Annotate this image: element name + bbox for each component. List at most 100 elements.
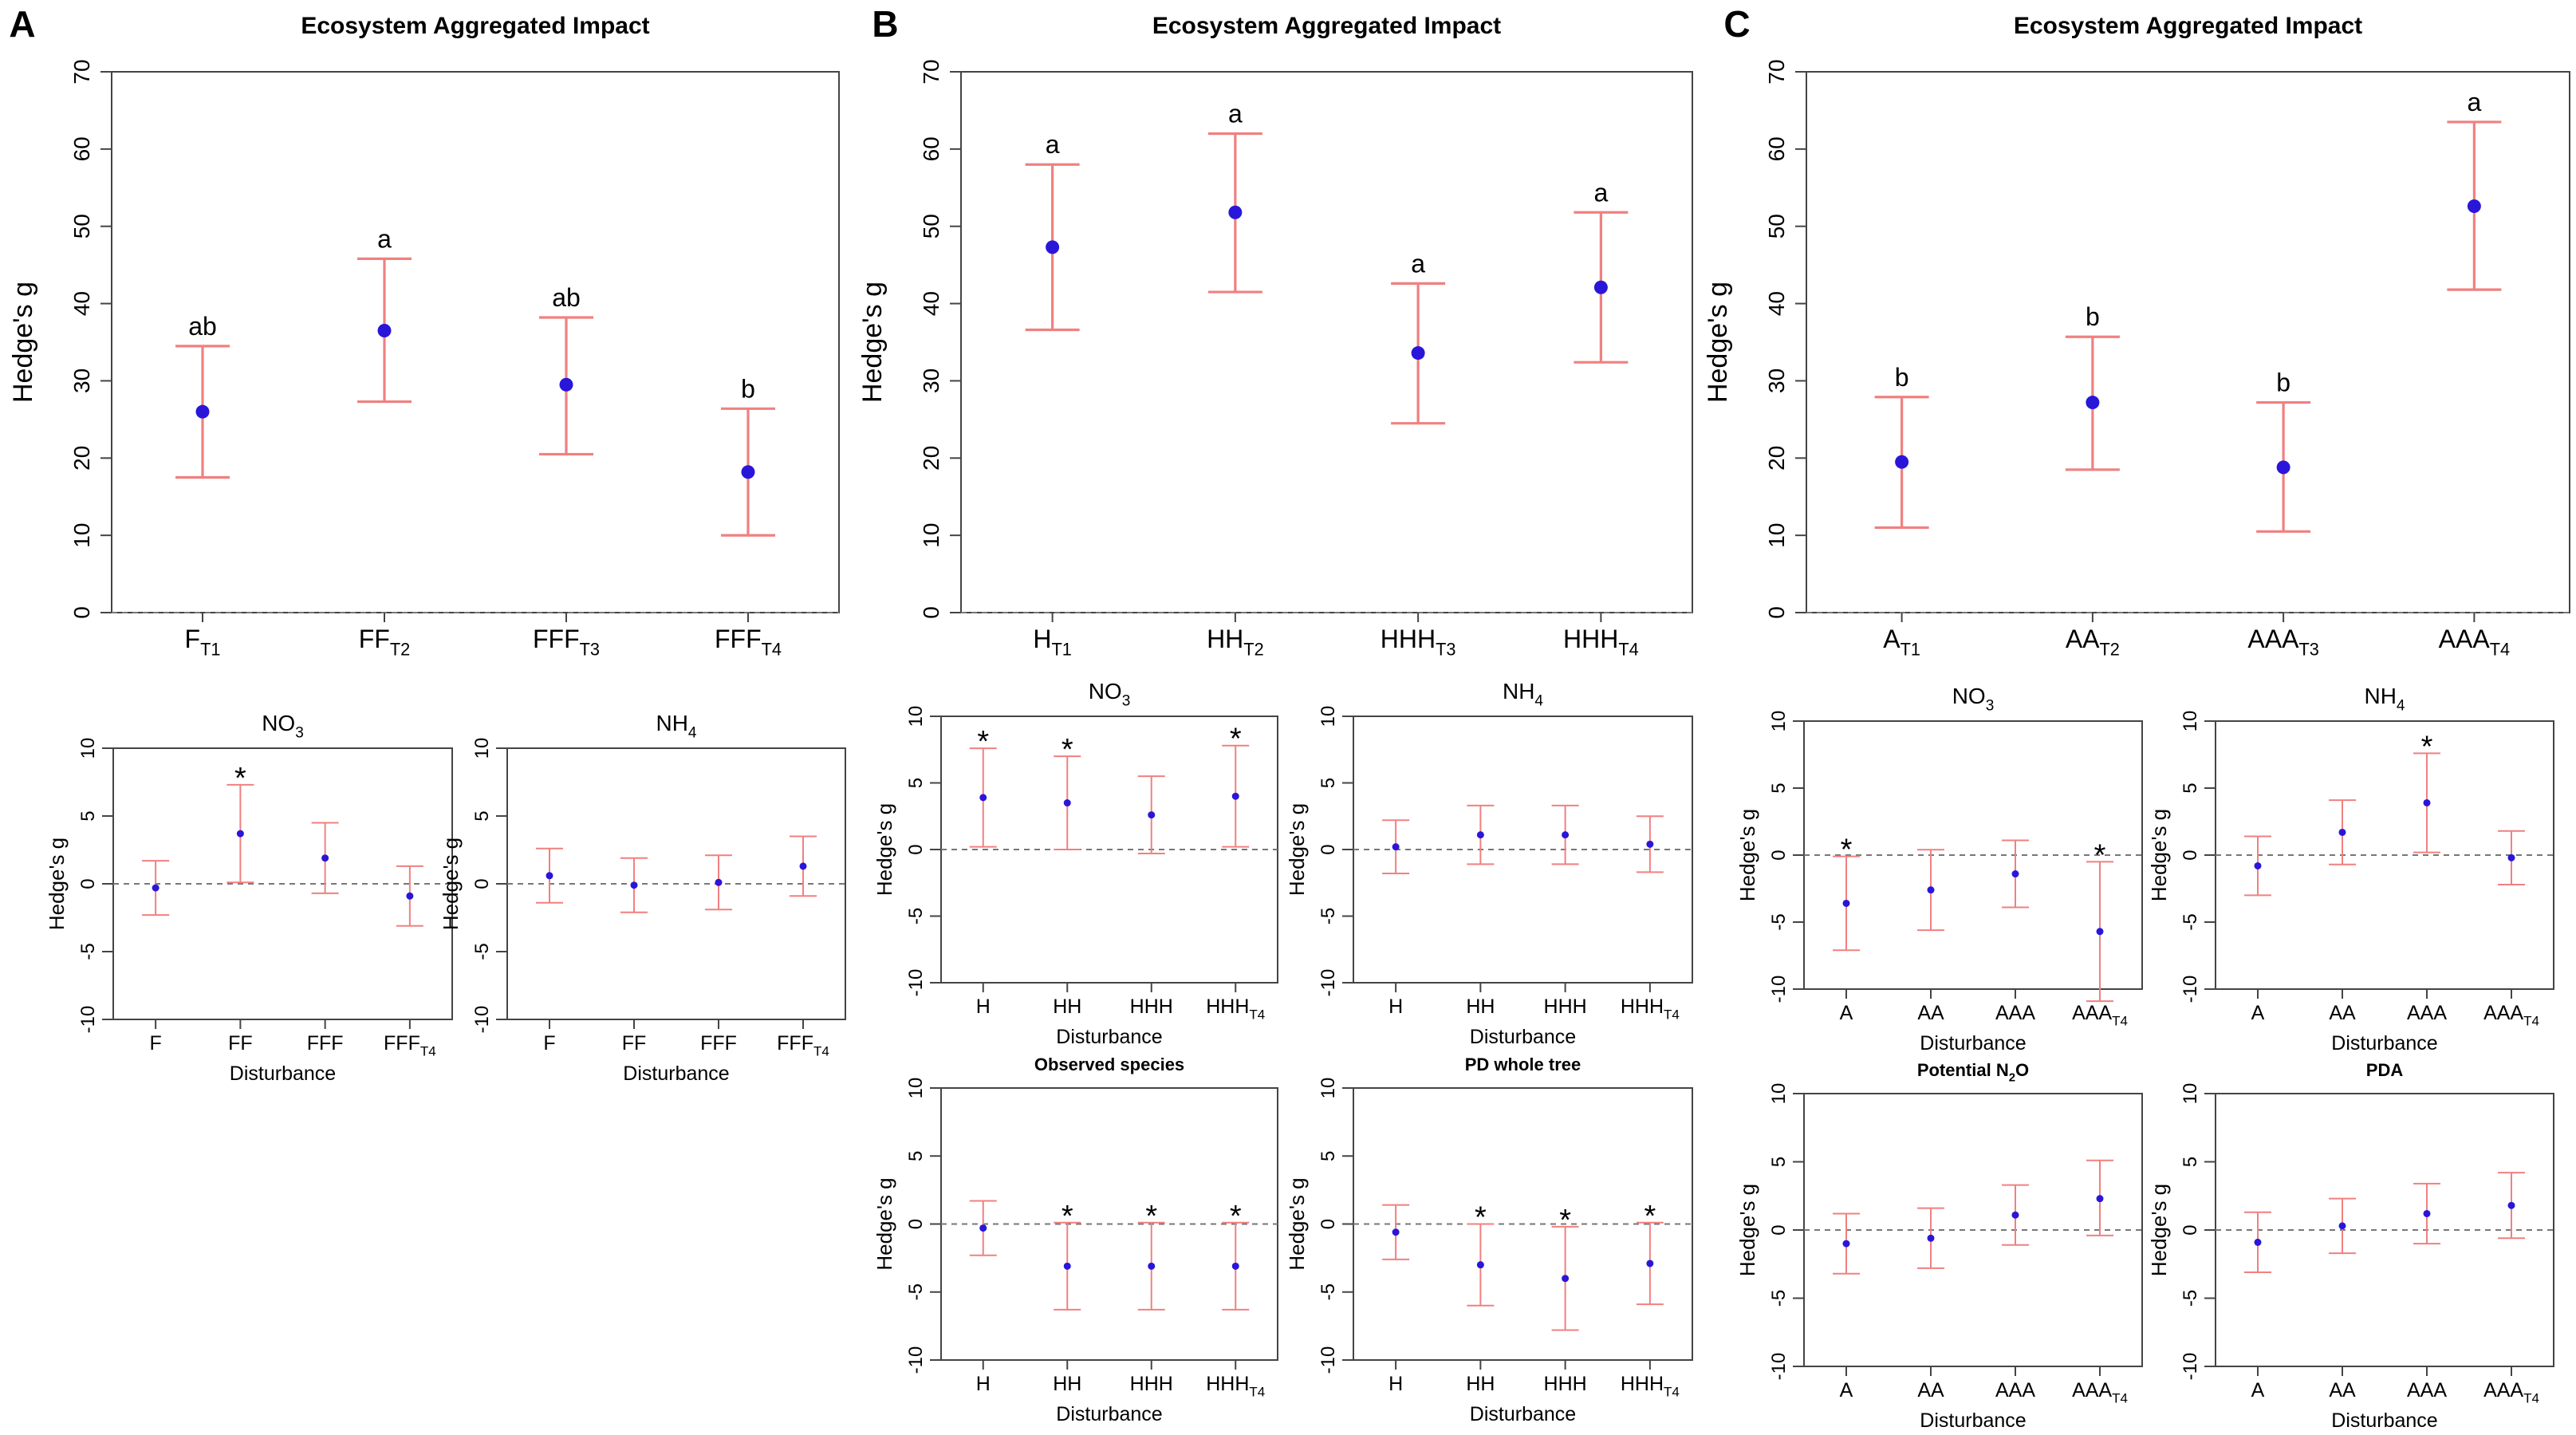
data-point [1842, 1240, 1850, 1248]
y-tick-label: -5 [1318, 1283, 1339, 1300]
data-point [1895, 455, 1909, 469]
x-tick-label-base: AA [1917, 1379, 1944, 1401]
y-tick-label: 0 [1764, 606, 1789, 619]
x-tick-label: A [1840, 1379, 1853, 1401]
data-point [1646, 840, 1654, 848]
x-tick-label: HHHT4 [1621, 1373, 1680, 1400]
y-tick-label: -5 [905, 908, 927, 924]
x-tick-label-base: AA [2329, 1379, 2356, 1401]
y-axis-label: Hedge's g [8, 282, 38, 403]
data-point [1046, 240, 1060, 254]
y-tick-label: 10 [2180, 1083, 2201, 1105]
y-tick-label: -10 [905, 969, 927, 997]
x-tick-label-base: H [1388, 1373, 1403, 1395]
x-tick-label-base: H [1388, 995, 1403, 1018]
x-tick-label-base: FF [622, 1032, 647, 1055]
x-tick-label-subscript: T4 [2112, 1014, 2128, 1029]
x-tick-label-subscript: T1 [1051, 640, 1071, 660]
y-tick-label: 10 [77, 738, 99, 759]
chart-title: Ecosystem Aggregated Impact [301, 13, 649, 39]
panel-letter-a: A [9, 3, 35, 45]
significance-marker: * [234, 762, 246, 795]
x-tick-label: AAT2 [2066, 625, 2120, 660]
y-tick-label: 5 [1318, 778, 1339, 788]
chart-panel-b-2: Ecosystem Aggregated Impact Hedge's g 0 10 2… [857, 13, 1693, 660]
y-tick-label: 10 [1768, 711, 1790, 732]
x-axis-label: Disturbance [230, 1062, 336, 1085]
y-axis-label: Hedge's g [2147, 1184, 2171, 1276]
data-point [559, 377, 573, 392]
y-tick-label: 70 [919, 59, 943, 84]
x-tick-label-subscript: T2 [2100, 640, 2120, 660]
x-tick-label-base: HHH [1381, 625, 1436, 653]
x-tick-label: AT1 [1883, 625, 1920, 660]
x-axis-label: Disturbance [1470, 1403, 1576, 1425]
x-tick-label: H [1388, 1373, 1403, 1395]
x-tick-label: FFF [307, 1032, 344, 1055]
x-tick-label-base: A [1840, 1002, 1853, 1024]
y-tick-label: 5 [905, 778, 927, 788]
y-tick-label: 10 [69, 523, 94, 548]
chart-title-base: NH [1503, 679, 1534, 704]
data-point [2507, 854, 2515, 861]
x-tick-label: HH [1053, 1373, 1081, 1395]
data-point [1927, 886, 1935, 894]
y-tick-label: 0 [1318, 844, 1339, 854]
x-tick-label-subscript: T2 [390, 640, 410, 660]
y-tick-label: -10 [471, 1006, 493, 1034]
y-tick-label: -10 [77, 1006, 99, 1034]
y-tick-label: -10 [1318, 1346, 1339, 1374]
x-tick-label: H [1388, 995, 1403, 1018]
data-point [741, 465, 755, 479]
data-point [2467, 199, 2481, 214]
x-tick-label: FFFT3 [533, 625, 600, 660]
data-point [2507, 1201, 2515, 1209]
x-tick-label-base: AAA [2483, 1379, 2523, 1401]
data-point [1646, 1260, 1654, 1267]
x-tick-label-base: AAA [1995, 1002, 2035, 1024]
x-tick-label: HHHT4 [1206, 995, 1265, 1023]
significance-letter: a [1593, 178, 1608, 207]
plot-frame [960, 71, 1693, 613]
y-tick-label: 10 [1768, 1083, 1790, 1105]
x-tick-label-subscript: T4 [1249, 1385, 1265, 1400]
x-tick-label-base: A [1883, 625, 1900, 653]
y-axis-label: Hedge's g [1735, 1184, 1759, 1276]
x-tick-label-base: AAA [2247, 625, 2299, 653]
y-tick-label: 50 [919, 214, 943, 239]
significance-marker: * [977, 725, 989, 759]
data-point [2423, 1209, 2431, 1217]
significance-letter: a [1411, 249, 1425, 278]
data-point [2338, 1222, 2346, 1230]
x-tick-label: F [149, 1032, 161, 1055]
x-tick-label-base: AAA [2439, 625, 2491, 653]
significance-letter: ab [552, 283, 581, 312]
x-tick-label-subscript: T2 [1243, 640, 1263, 660]
x-tick-label-base: FFF [715, 625, 762, 653]
y-axis-label: Hedge's g [872, 803, 896, 896]
chart-title-subscript: 4 [1534, 692, 1543, 709]
x-tick-label: AAA [1995, 1379, 2035, 1401]
significance-marker: * [2094, 838, 2106, 872]
y-tick-label: 50 [1764, 214, 1789, 239]
x-tick-label: AAAT4 [2072, 1379, 2128, 1406]
significance-marker: * [1559, 1204, 1571, 1237]
x-tick-label-base: FFF [700, 1032, 737, 1055]
y-axis-label: Hedge's g [2147, 809, 2171, 901]
y-tick-label: 0 [1318, 1219, 1339, 1229]
x-tick-label: HH [1466, 995, 1495, 1018]
x-tick-label: AAAT4 [2439, 625, 2510, 660]
chart-title: Ecosystem Aggregated Impact [2014, 13, 2362, 39]
x-tick-label: HHHT4 [1621, 995, 1680, 1023]
y-tick-label: 5 [2180, 783, 2201, 793]
significance-letter: a [1046, 130, 1060, 159]
data-point [2276, 460, 2290, 475]
data-point [1231, 1262, 1239, 1270]
data-point [1392, 1228, 1400, 1236]
chart-title: NH4 [1503, 679, 1543, 709]
x-tick-label-subscript: T4 [2112, 1391, 2128, 1406]
x-tick-label-base: FF [359, 625, 390, 653]
